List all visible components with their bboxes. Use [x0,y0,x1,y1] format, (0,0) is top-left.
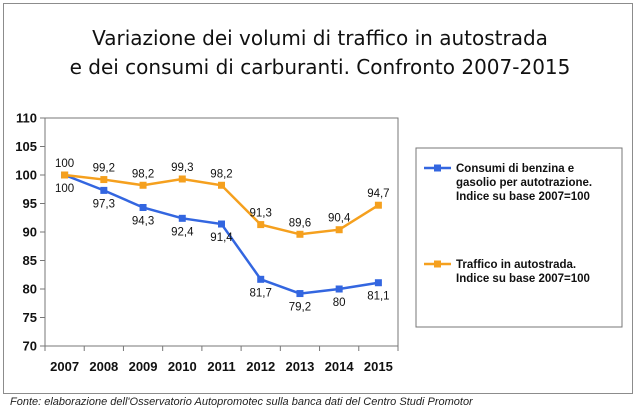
legend-box [415,147,623,328]
data-label: 94,3 [132,215,154,227]
chart-title: Variazione dei volumi di traffico in aut… [0,24,640,82]
legend-label: Indice su base 2007=100 [456,191,590,203]
y-tick-label: 110 [16,111,37,126]
y-tick-label: 105 [15,139,37,154]
y-tick-label: 80 [23,282,37,297]
data-point [335,285,343,293]
data-label: 97,3 [93,198,115,210]
data-point [61,171,69,179]
data-point [296,230,304,238]
series-consumi: 100 97,3 94,3 92,4 91,4 81,7 79,2 80 81,1 [55,171,390,314]
series-traffico: 100 99,2 98,2 99,3 98,2 91,3 89,6 90,4 94,7 [55,158,390,238]
data-point [335,226,343,234]
x-tick-label: 2009 [129,359,158,374]
x-tick-label: 2015 [364,359,393,374]
legend: Consumi di benzina e gasolio per autotraz… [424,163,592,285]
data-label: 89,6 [289,217,311,229]
data-point [100,176,108,184]
data-label: 79,2 [289,302,311,314]
data-label: 80 [333,297,346,309]
data-point [139,203,147,211]
series-layer: 100 97,3 94,3 92,4 91,4 81,7 79,2 80 81,1 100 99,2… [55,158,390,314]
y-tick-label: 95 [23,196,37,211]
legend-label: Traffico in autostrada. [456,259,576,271]
data-point [178,175,186,183]
x-tick-label: 2012 [246,359,275,374]
y-tick-label: 90 [23,225,37,240]
data-label: 91,4 [210,232,233,244]
title-line-2: e dei consumi di carburanti. Confronto 2… [69,55,571,79]
legend-label: Indice su base 2007=100 [456,273,590,285]
data-label: 81,7 [250,287,272,299]
y-axis: 70 75 80 85 90 95 100 105 110 [15,111,45,354]
y-tick-label: 100 [15,168,37,183]
data-point [257,221,265,229]
data-label: 100 [55,183,74,195]
data-label: 100 [55,158,74,170]
source-note: Fonte: elaborazione dell'Osservatorio Au… [10,396,473,408]
x-tick-label: 2007 [50,359,79,374]
data-label: 98,2 [132,168,154,180]
data-label: 99,2 [93,163,115,175]
y-tick-label: 85 [23,253,37,268]
legend-marker [434,260,441,268]
legend-entry-traffico: Traffico in autostrada. Indice su base 20… [424,259,590,285]
data-label: 90,4 [328,213,351,225]
data-label: 92,4 [171,226,194,238]
data-point [374,201,382,209]
data-label: 99,3 [171,162,193,174]
legend-marker [434,164,441,172]
legend-label: gasolio per autotrazione. [456,177,592,189]
data-point [218,220,225,228]
legend-label: Consumi di benzina e [456,163,574,175]
x-tick-label: 2013 [285,359,314,374]
data-label: 81,1 [367,291,389,303]
y-tick-label: 70 [23,339,37,354]
legend-entry-consumi: Consumi di benzina e gasolio per autotraz… [424,163,592,203]
x-tick-label: 2014 [325,359,355,374]
data-point [100,186,108,194]
data-point [296,290,304,298]
x-tick-label: 2010 [168,359,197,374]
x-tick-label: 2008 [89,359,118,374]
data-point [139,181,147,189]
x-tick-label: 2011 [207,359,235,374]
x-axis: 2007 2008 2009 2010 2011 2012 2013 2014 2015 [44,346,399,374]
data-label: 94,7 [367,188,389,200]
title-line-1: Variazione dei volumi di traffico in aut… [92,26,548,50]
data-label: 98,2 [210,168,232,180]
data-point [257,275,265,283]
data-point [374,279,382,287]
y-tick-label: 75 [23,310,37,325]
data-point [218,181,225,189]
data-point [178,214,186,222]
data-label: 91,3 [250,208,272,220]
